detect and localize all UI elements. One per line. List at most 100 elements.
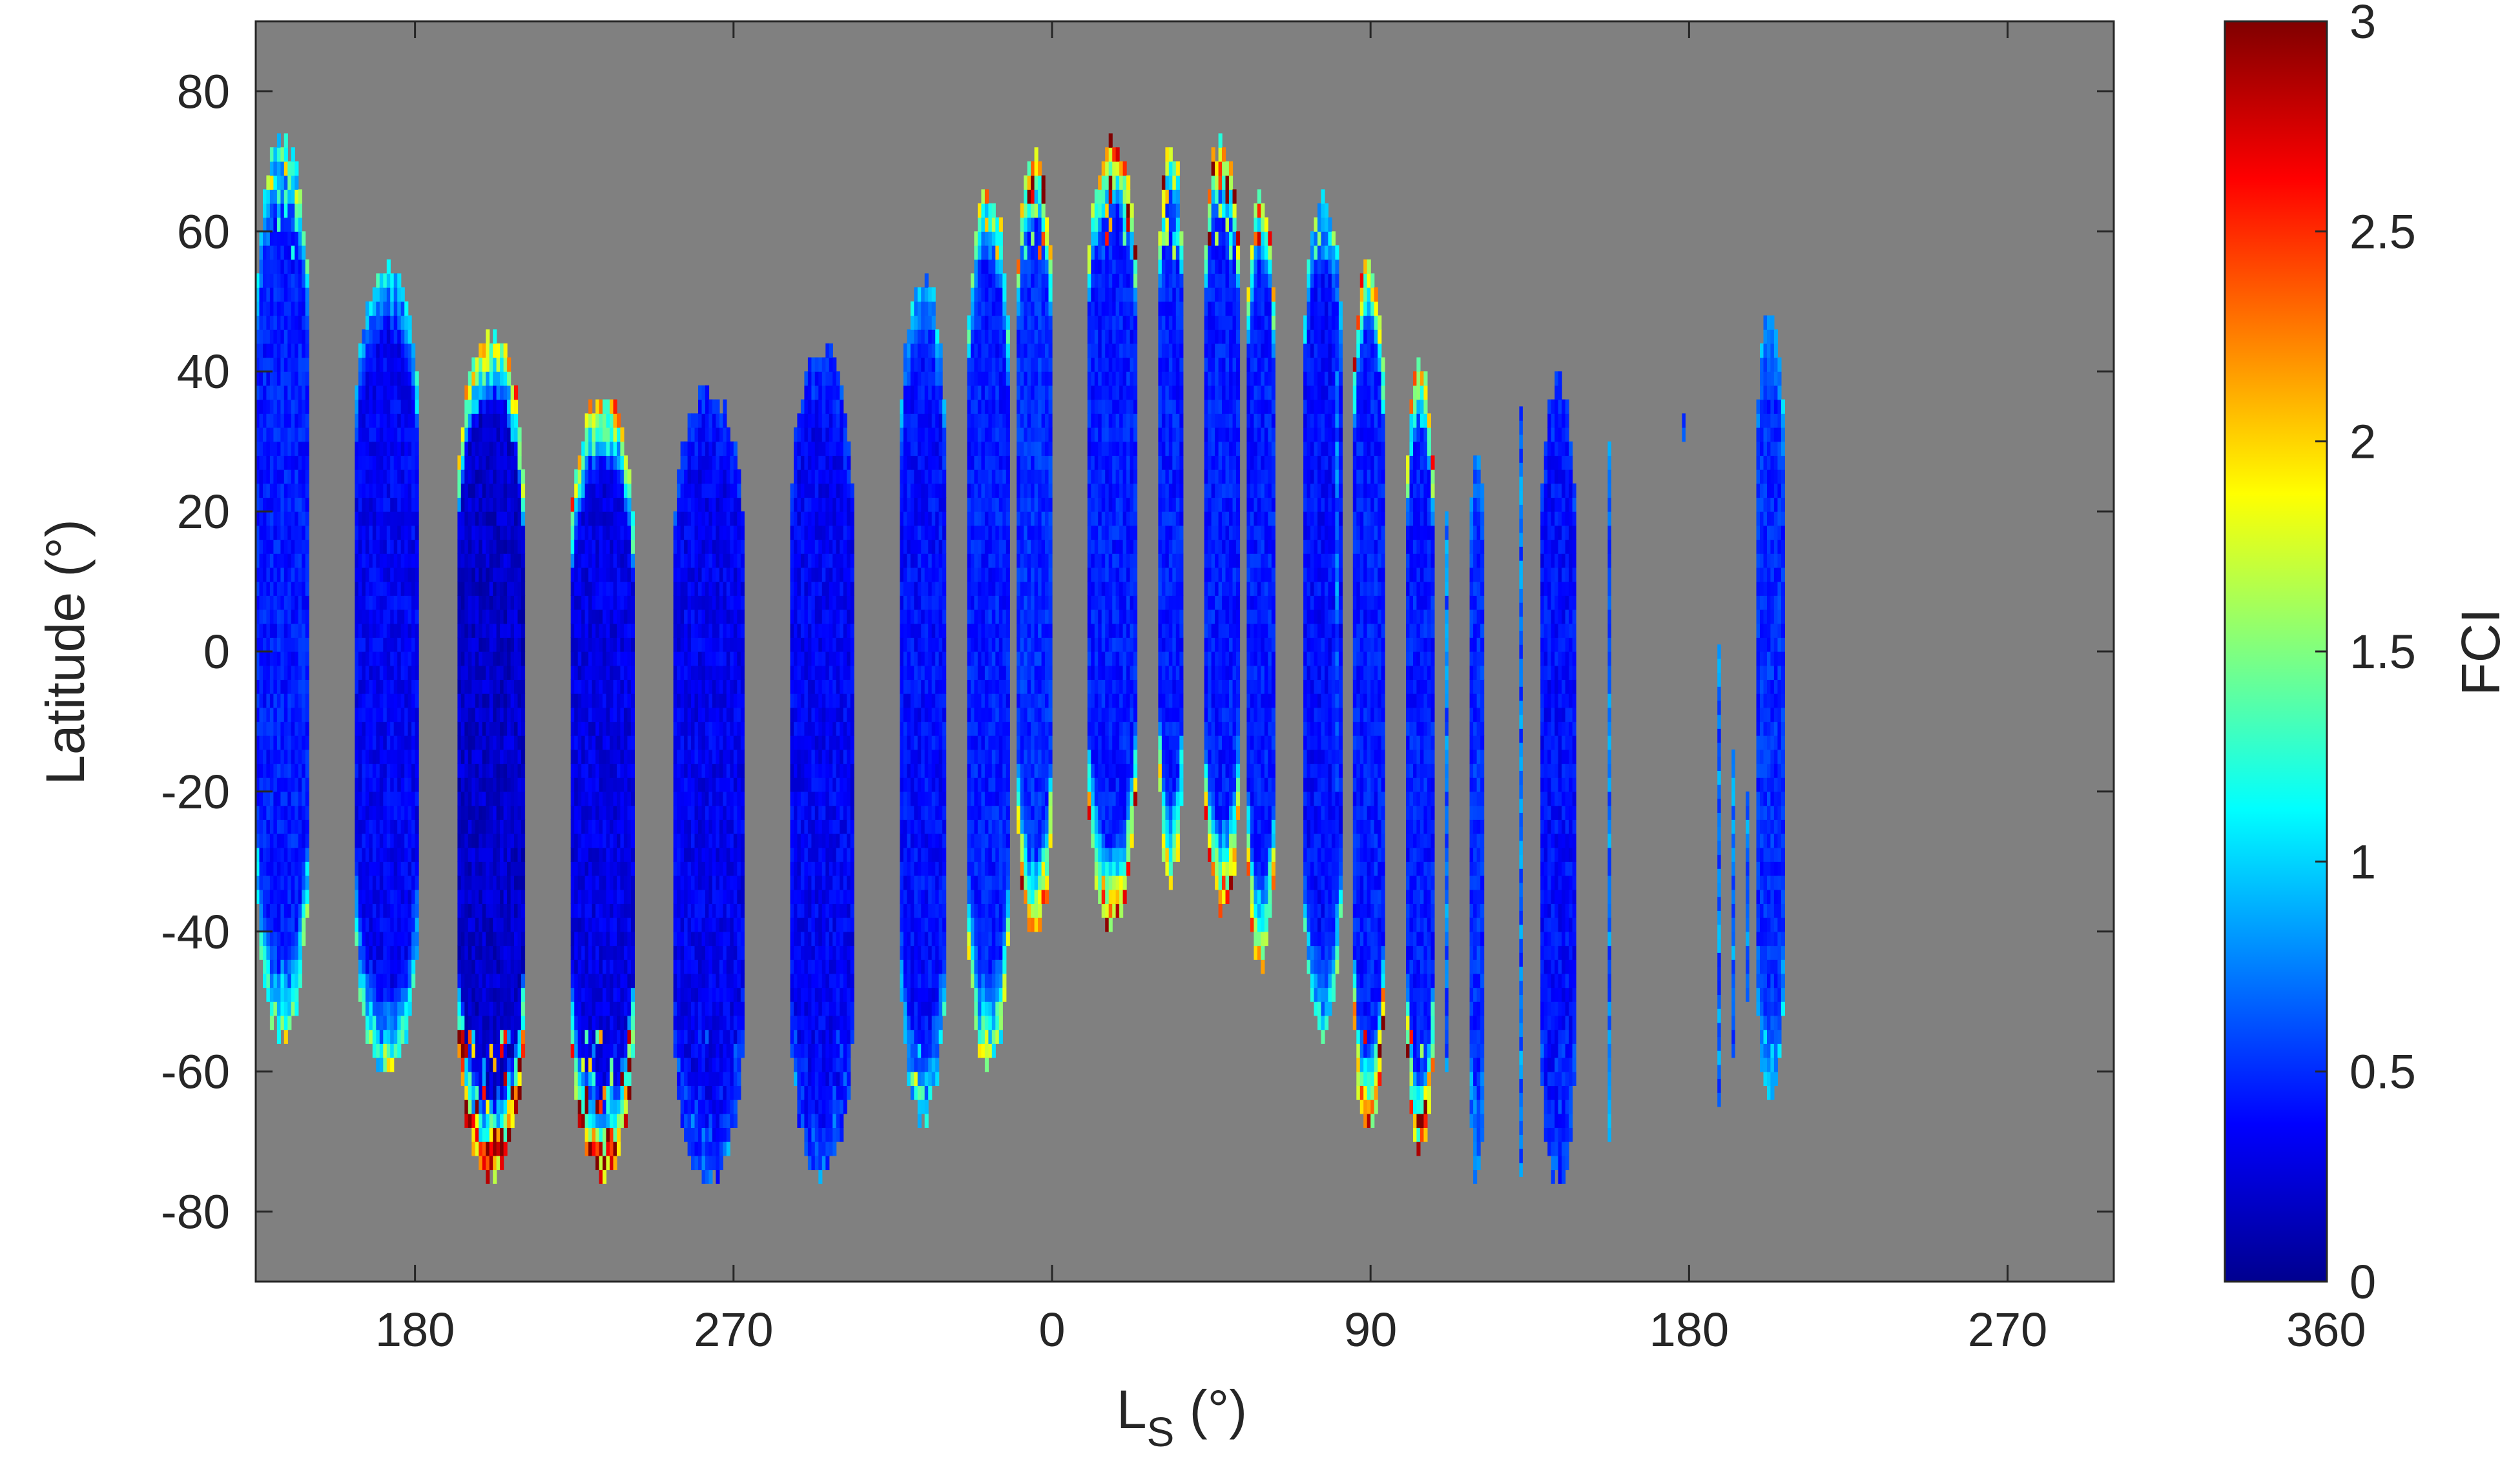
heatmap-cell [415,847,419,862]
heatmap-cell [369,413,373,428]
heatmap-cell [623,1001,628,1016]
heatmap-cell [415,735,419,750]
heatmap-cell [489,1113,493,1128]
heatmap-cell [521,721,526,736]
heatmap-cell [411,735,416,750]
heatmap-cell [287,483,292,498]
heatmap-cell [302,805,306,820]
heatmap-cell [468,497,472,512]
heatmap-cell [603,987,607,1002]
heatmap-cell [411,399,416,414]
heatmap-cell [617,1071,621,1086]
heatmap-cell [493,1155,497,1171]
heatmap-cell [302,483,306,498]
heatmap-cell [386,1058,391,1072]
heatmap-cell [489,511,493,526]
heatmap-cell [496,357,501,372]
swath [355,259,419,1072]
heatmap-cell [390,497,395,512]
heatmap-cell [800,875,805,890]
heatmap-cell [383,581,387,596]
heatmap-cell [595,693,600,708]
heatmap-cell [408,721,412,736]
heatmap-cell [730,1015,734,1030]
heatmap-cell [574,511,579,526]
heatmap-cell [599,834,603,848]
heatmap-cell [365,427,369,442]
heatmap-cell [595,637,600,652]
heatmap-cell [705,455,710,470]
heatmap-cell [705,889,710,904]
heatmap-cell [790,889,794,904]
heatmap-cell [276,273,281,288]
heatmap-cell [521,1001,526,1016]
heatmap-cell [263,301,267,316]
heatmap-cell [302,707,306,722]
heatmap-cell [397,861,402,876]
heatmap-cell [482,805,486,820]
heatmap-cell [404,707,409,722]
heatmap-cell [493,861,497,876]
heatmap-cell [294,567,299,582]
heatmap-cell [603,777,607,792]
heatmap-cell [287,525,292,540]
heatmap-cell [460,679,465,694]
heatmap-cell [486,357,490,372]
heatmap-cell [708,777,713,792]
heatmap-cell [687,595,692,610]
heatmap-cell [588,1015,593,1030]
heatmap-cell [623,1015,628,1030]
heatmap-cell [595,861,600,876]
heatmap-cell [719,497,723,512]
heatmap-cell [379,763,384,778]
heatmap-cell [280,455,285,470]
heatmap-cell [460,889,465,904]
heatmap-cell [680,665,685,680]
heatmap-cell [386,791,391,806]
heatmap-cell [521,834,526,848]
heatmap-cell [468,637,472,652]
heatmap-cell [503,861,508,876]
heatmap-cell [457,1001,462,1016]
heatmap-cell [517,651,522,666]
heatmap-cell [280,707,285,722]
heatmap-cell [684,847,688,862]
heatmap-cell [294,259,299,274]
heatmap-cell [411,931,416,947]
heatmap-cell [386,637,391,652]
heatmap-cell [737,469,741,484]
heatmap-cell [610,1100,614,1114]
heatmap-cell [623,987,628,1002]
heatmap-cell [606,805,610,820]
heatmap-cell [496,917,501,932]
heatmap-cell [273,371,278,386]
heatmap-cell [592,945,596,960]
heatmap-cell [294,385,299,400]
heatmap-cell [482,1029,486,1044]
heatmap-cell [457,511,462,526]
heatmap-cell [790,749,794,764]
heatmap-cell [712,679,716,694]
heatmap-cell [358,945,362,960]
heatmap-cell [517,721,522,736]
heatmap-cell [376,609,380,624]
heatmap-cell [630,651,635,666]
heatmap-cell [411,791,416,806]
heatmap-cell [719,623,723,638]
heatmap-cell [291,567,295,582]
heatmap-cell [514,1015,519,1030]
heatmap-cell [358,721,362,736]
heatmap-cell [581,497,586,512]
heatmap-cell [457,917,462,932]
heatmap-cell [627,987,632,1002]
heatmap-cell [684,805,688,820]
heatmap-cell [291,273,295,288]
heatmap-cell [276,203,281,218]
heatmap-cell [794,735,798,750]
heatmap-cell [383,469,387,484]
heatmap-cell [694,665,699,680]
heatmap-cell [386,665,391,680]
heatmap-cell [503,987,508,1002]
heatmap-cell [790,581,794,596]
heatmap-cell [577,959,582,974]
